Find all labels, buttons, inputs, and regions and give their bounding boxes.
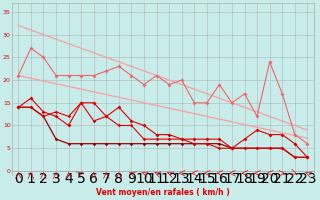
X-axis label: Vent moyen/en rafales ( km/h ): Vent moyen/en rafales ( km/h ) [96,188,230,197]
